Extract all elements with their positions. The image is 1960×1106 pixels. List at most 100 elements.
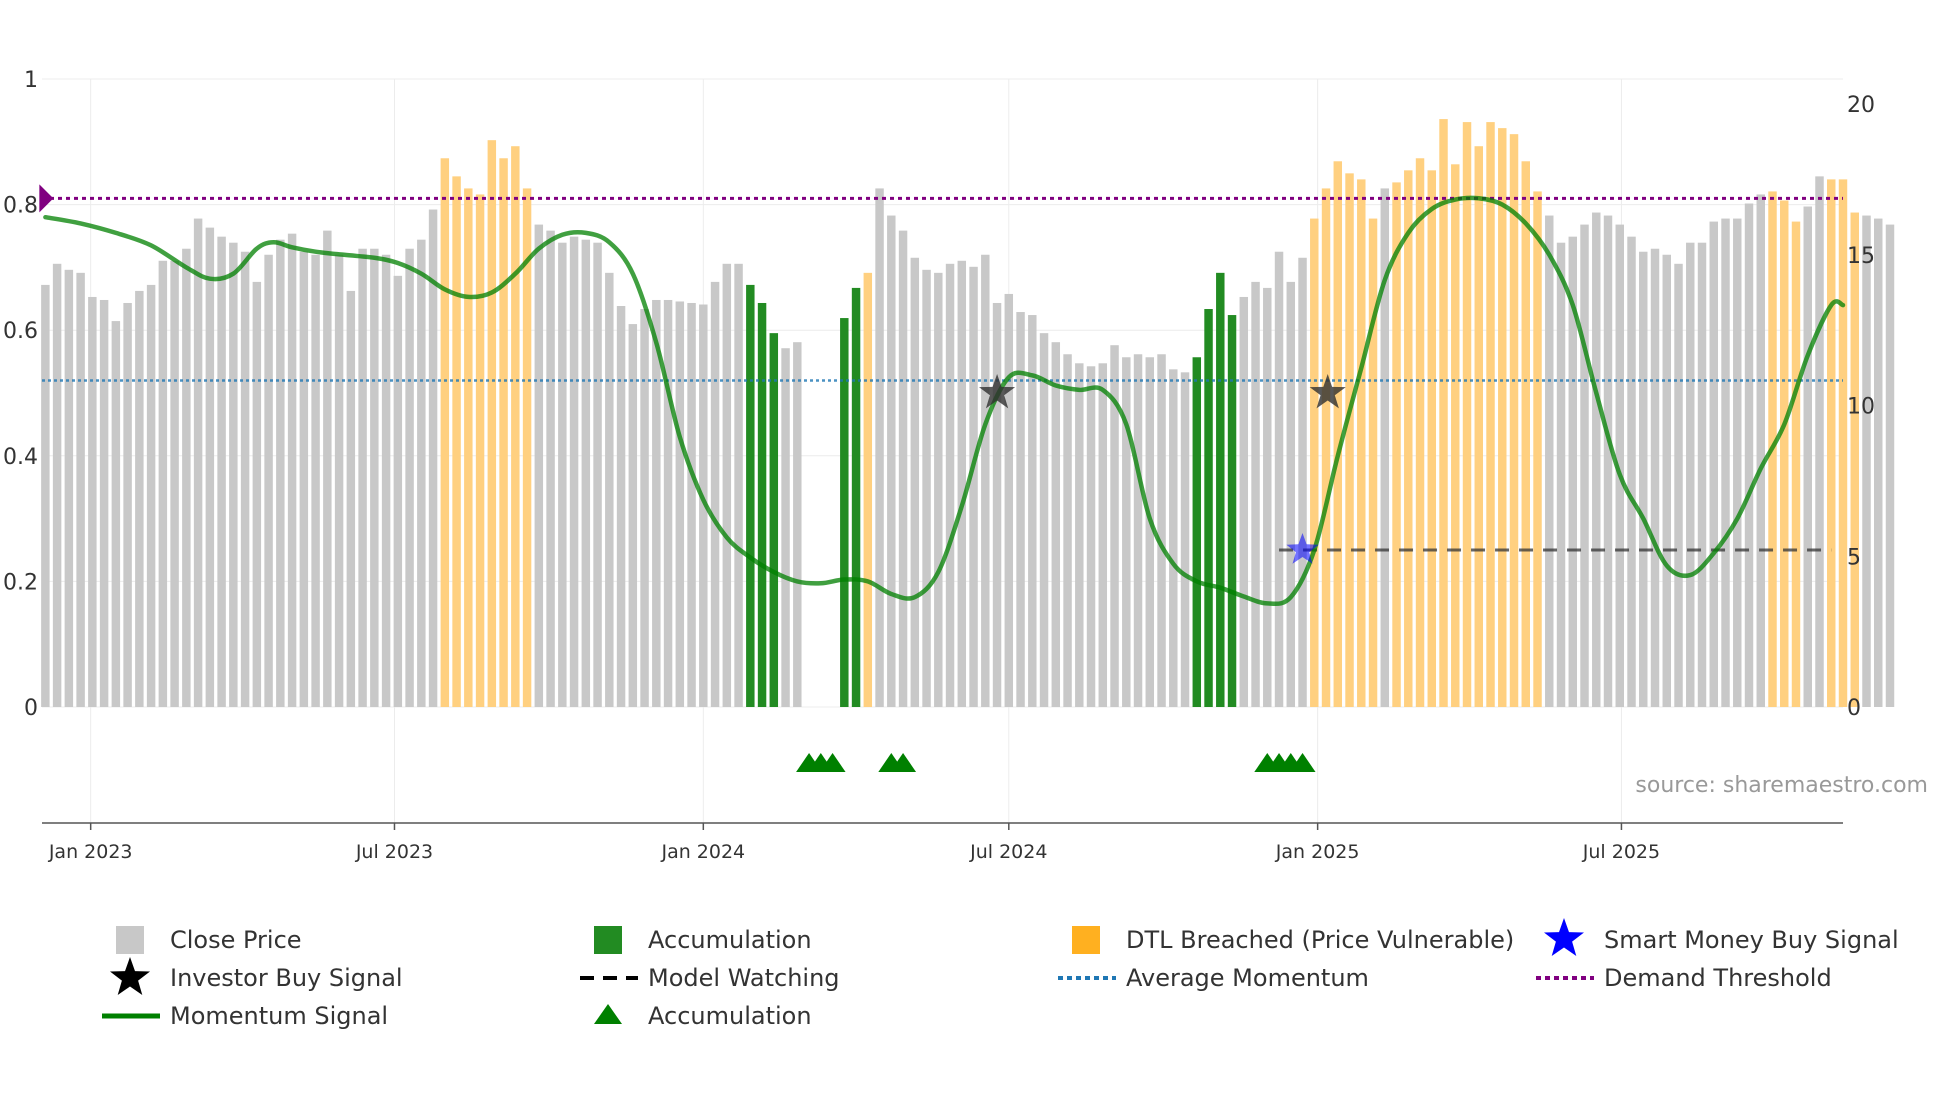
- bar-dtl: [1791, 221, 1801, 707]
- legend-swatch: [594, 1004, 622, 1024]
- bar-close: [934, 272, 943, 707]
- bar-close: [1650, 248, 1660, 707]
- bar-close: [135, 290, 144, 707]
- bar-close: [1580, 224, 1589, 707]
- bar-dtl: [487, 140, 497, 707]
- legend-item-momentum: Momentum Signal: [102, 1002, 388, 1030]
- bar-close: [1874, 218, 1883, 707]
- legend-label: Model Watching: [648, 964, 840, 992]
- bar-close: [569, 236, 579, 707]
- bar-close: [1697, 242, 1707, 707]
- legend-swatch: [594, 926, 622, 954]
- legend-item-investor: Investor Buy Signal: [110, 957, 403, 995]
- bar-acc: [840, 318, 849, 707]
- right-tick-label: 15: [1847, 244, 1875, 269]
- bar-close: [88, 296, 97, 707]
- bar-dtl: [1310, 218, 1319, 707]
- bar-dtl: [1850, 212, 1859, 708]
- bar-close: [546, 230, 555, 707]
- bar-close: [1075, 363, 1084, 707]
- legend-item-accumulation: Accumulation: [594, 926, 812, 954]
- bar-acc: [757, 302, 767, 707]
- bar-close: [123, 302, 132, 707]
- bar-close: [1803, 206, 1812, 707]
- bar-close: [992, 302, 1002, 707]
- bar-dtl: [1333, 161, 1343, 707]
- legend-label: Average Momentum: [1126, 964, 1369, 992]
- bar-close: [945, 263, 955, 707]
- x-tick-label: Jan 2024: [660, 841, 745, 863]
- legend-item-avg: Average Momentum: [1058, 964, 1369, 992]
- bar-close: [1709, 221, 1718, 707]
- bar-dtl: [452, 176, 461, 708]
- bar-dtl: [1357, 179, 1366, 708]
- bar-close: [111, 321, 121, 707]
- bar-close: [1568, 236, 1577, 707]
- bar-close: [217, 236, 226, 707]
- bar-dtl: [1780, 200, 1789, 708]
- bar-dtl: [475, 194, 485, 707]
- bar-close: [405, 248, 414, 707]
- bar-dtl: [1474, 146, 1483, 707]
- bar-close: [687, 302, 696, 707]
- smart-money-buy-star: [1286, 533, 1319, 564]
- legend-label: Accumulation: [648, 1002, 812, 1030]
- momentum-signal-line: [43, 195, 1846, 607]
- bar-close: [52, 263, 62, 707]
- bar-close: [76, 272, 85, 707]
- bar-close: [1744, 203, 1754, 707]
- legend-label: Momentum Signal: [170, 1002, 388, 1030]
- bar-dtl: [511, 146, 520, 707]
- bar-close: [628, 324, 638, 707]
- bar-close: [1885, 224, 1895, 707]
- bar-close: [1239, 296, 1249, 707]
- bar-close: [1110, 345, 1119, 707]
- x-tick-label: Jul 2024: [969, 841, 1047, 863]
- legend-swatch: [110, 957, 150, 995]
- bar-acc: [1192, 357, 1202, 707]
- legend-label: DTL Breached (Price Vulnerable): [1126, 926, 1514, 954]
- close-price-bars: [41, 119, 1895, 708]
- bar-dtl: [1451, 164, 1460, 708]
- bar-close: [910, 257, 920, 707]
- bar-dtl: [499, 158, 508, 707]
- bar-close: [240, 251, 250, 708]
- bar-close: [1251, 281, 1260, 707]
- bar-acc: [1204, 309, 1213, 707]
- bar-close: [1086, 366, 1096, 707]
- bar-dtl: [1827, 179, 1836, 708]
- legend-item-dtl: DTL Breached (Price Vulnerable): [1072, 926, 1514, 954]
- bar-close: [898, 230, 908, 707]
- bar-close: [605, 272, 614, 707]
- right-tick-label: 10: [1847, 395, 1875, 420]
- bar-acc: [851, 287, 861, 707]
- bar-close: [323, 230, 332, 707]
- bar-dtl: [1368, 218, 1378, 707]
- bar-close: [734, 263, 743, 707]
- bar-dtl: [1521, 161, 1530, 707]
- bar-close: [969, 266, 978, 707]
- bar-dtl: [1321, 188, 1331, 708]
- right-tick-label: 0: [1847, 696, 1861, 721]
- legend-item-demand: Demand Threshold: [1536, 964, 1832, 992]
- right-tick-label: 20: [1847, 93, 1875, 118]
- bar-close: [334, 254, 344, 707]
- investor-buy-star: [979, 374, 1016, 409]
- bar-close: [1016, 312, 1025, 707]
- bar-dtl: [1427, 170, 1436, 707]
- bar-close: [1157, 354, 1166, 707]
- bar-dtl: [1533, 191, 1542, 707]
- bar-dtl: [1404, 170, 1413, 707]
- bar-close: [1662, 254, 1671, 707]
- left-tick-label: 1: [24, 68, 38, 93]
- accumulation-triangle: [1289, 753, 1316, 772]
- bar-close: [1639, 251, 1648, 708]
- bar-close: [158, 260, 168, 707]
- bar-dtl: [1486, 122, 1495, 708]
- legend-item-triangle: Accumulation: [594, 1002, 812, 1030]
- bar-close: [1145, 357, 1155, 707]
- bar-close: [1286, 281, 1296, 707]
- accumulation-triangle: [819, 753, 846, 772]
